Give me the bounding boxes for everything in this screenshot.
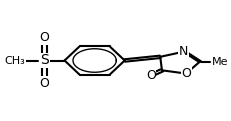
Text: O: O	[146, 69, 156, 82]
Text: O: O	[40, 77, 49, 90]
Text: S: S	[40, 53, 49, 68]
Text: O: O	[40, 31, 49, 44]
Text: N: N	[179, 45, 188, 58]
Text: CH₃: CH₃	[5, 56, 26, 65]
Text: O: O	[181, 67, 191, 80]
Text: Me: Me	[212, 57, 229, 67]
